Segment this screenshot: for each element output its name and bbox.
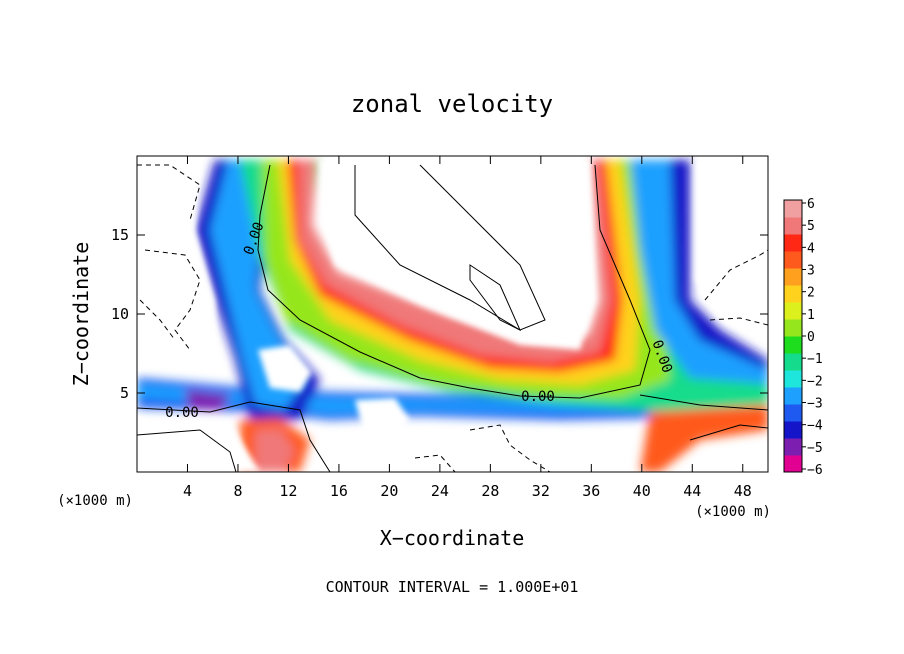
x-axis-label: X−coordinate (380, 526, 525, 550)
colorbar-tick-label: 5 (807, 219, 815, 234)
x-tick-label: 12 (279, 482, 297, 500)
colorbar-swatch (784, 438, 802, 456)
x-tick-label: 8 (233, 482, 242, 500)
colorbar-tick-label: 4 (807, 241, 815, 256)
x-tick-label: 24 (431, 482, 449, 500)
colorbar-swatch (784, 421, 802, 439)
colorbar-tick-label: −1 (807, 352, 823, 367)
x-tick-label: 44 (683, 482, 701, 500)
colorbar-tick-label: −5 (807, 441, 823, 456)
colorbar-swatch (784, 319, 802, 337)
y-axis: 5 10 15 (111, 226, 768, 402)
colorbar-swatch (784, 455, 802, 473)
colorbar: 6 5 4 3 2 1 0 −1 −2 −3 −4 −5 −6 (783, 197, 823, 478)
colorbar-tick-label: −3 (807, 397, 823, 412)
colorbar-swatch (784, 370, 802, 388)
colorbar-swatch (784, 268, 802, 286)
colorbar-tick-label: 6 (807, 197, 815, 212)
colorbar-tick-label: 1 (807, 308, 815, 323)
x-tick-label: 40 (633, 482, 651, 500)
colorbar-swatch (784, 302, 802, 320)
x-axis: 4 8 12 16 20 24 28 32 36 40 44 48 (183, 156, 752, 500)
x-units-right: (×1000 m) (695, 504, 771, 520)
colorbar-swatch (784, 353, 802, 371)
x-tick-label: 28 (481, 482, 499, 500)
colorbar-tick-label: −4 (807, 419, 823, 434)
colorbar-swatch (784, 387, 802, 405)
contour-interval-footer: CONTOUR INTERVAL = 1.000E+01 (326, 578, 579, 596)
x-tick-label: 16 (330, 482, 348, 500)
colorbar-swatch (784, 200, 802, 218)
heatmap-field (137, 156, 768, 472)
colorbar-swatch (784, 336, 802, 354)
colorbar-tick-label: −2 (807, 374, 823, 389)
y-tick-label: 15 (111, 226, 129, 244)
y-tick-label: 10 (111, 305, 129, 323)
chart-title: zonal velocity (351, 90, 553, 118)
y-tick-label: 5 (120, 384, 129, 402)
colorbar-swatch (784, 251, 802, 269)
y-axis-label: Z−coordinate (69, 242, 93, 387)
contour-label: 0.00 (521, 389, 555, 405)
x-tick-label: 4 (183, 482, 192, 500)
x-tick-label: 20 (380, 482, 398, 500)
contour-label: 0.00 (165, 405, 199, 421)
colorbar-swatch (784, 217, 802, 235)
colorbar-tick-label: −6 (807, 463, 823, 478)
colorbar-swatch (784, 285, 802, 303)
colorbar-tick-label: 3 (807, 264, 815, 279)
x-tick-label: 48 (734, 482, 752, 500)
colorbar-tick-label: 0 (807, 330, 815, 345)
x-tick-label: 32 (532, 482, 550, 500)
colorbar-swatch (784, 404, 802, 422)
x-tick-label: 36 (582, 482, 600, 500)
colorbar-tick-label: 2 (807, 286, 815, 301)
colorbar-swatch (784, 234, 802, 252)
x-units-left: (×1000 m) (57, 493, 133, 509)
